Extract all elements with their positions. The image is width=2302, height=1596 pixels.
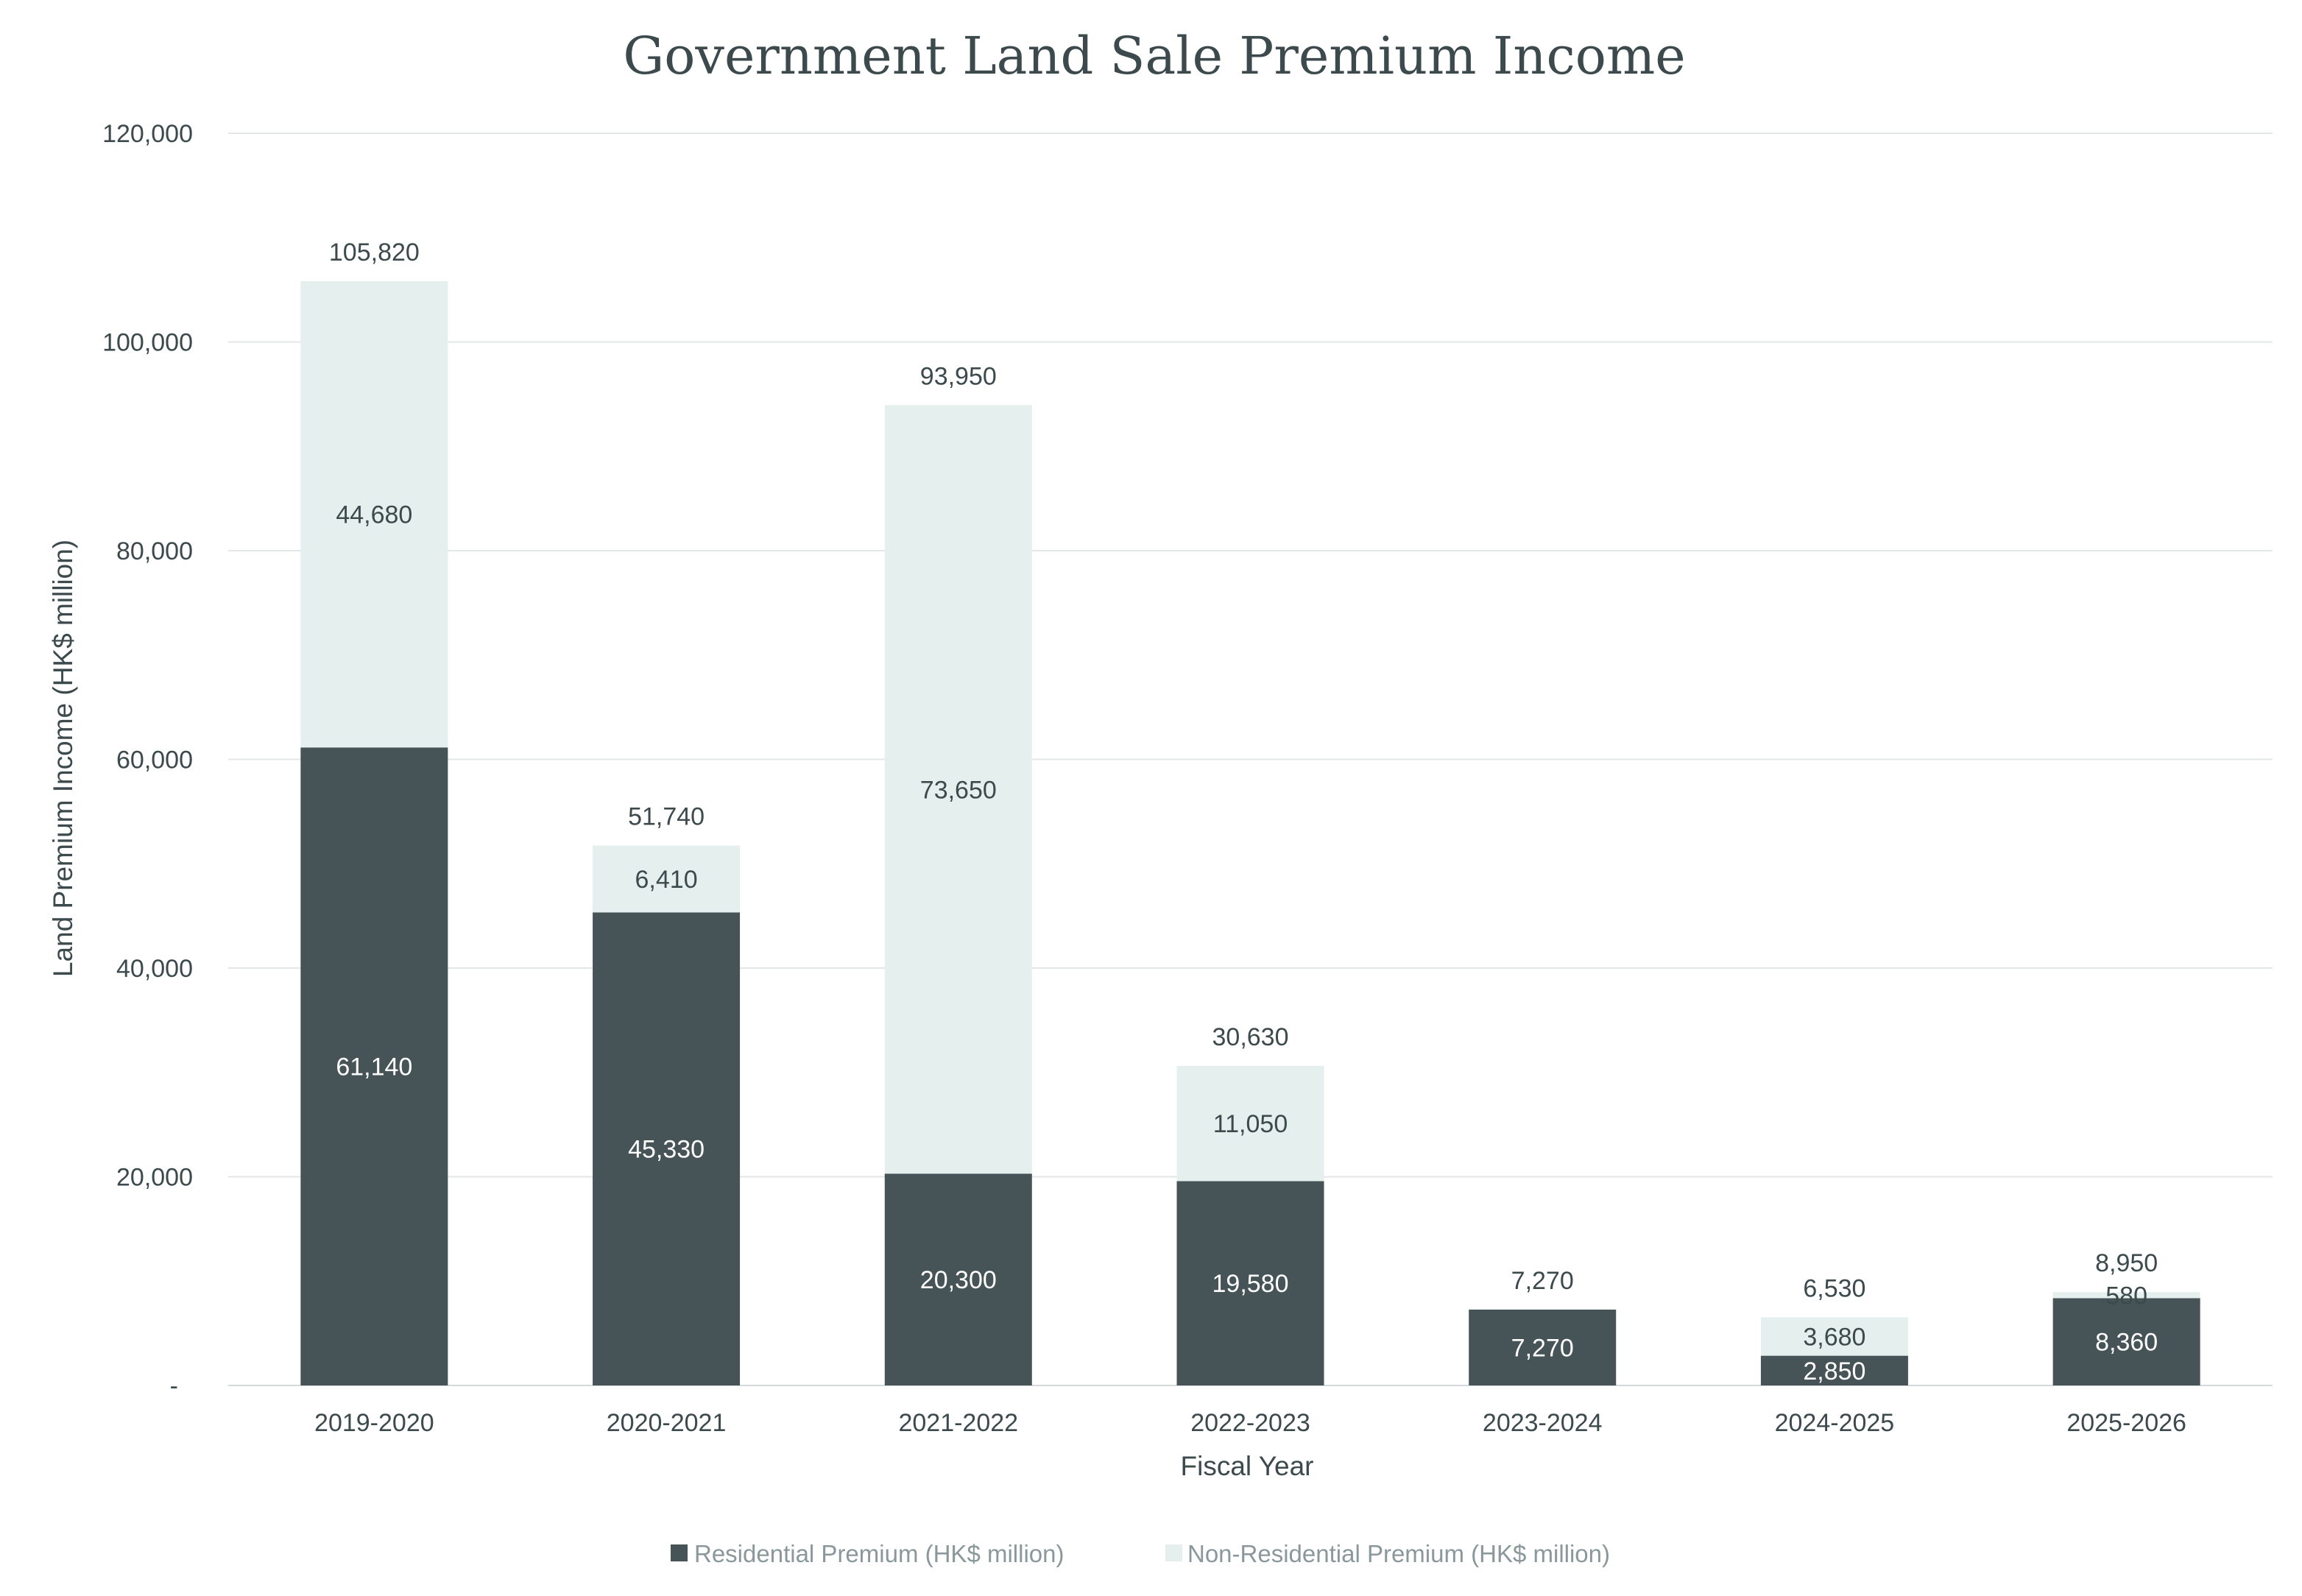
data-label-residential: 20,300 bbox=[920, 1266, 997, 1294]
bars bbox=[300, 281, 2200, 1385]
chart-title: Government Land Sale Premium Income bbox=[623, 26, 1685, 86]
bar-non-residential bbox=[593, 845, 741, 913]
data-label-residential: 61,140 bbox=[336, 1053, 412, 1081]
y-axis-title: Land Premium Income (HK$ million) bbox=[48, 540, 78, 977]
y-tick-label: 60,000 bbox=[116, 746, 193, 774]
data-label-total: 7,270 bbox=[1511, 1267, 1574, 1295]
bar-non-residential bbox=[2052, 1292, 2200, 1299]
x-tick-label: 2022-2023 bbox=[1190, 1409, 1310, 1437]
x-axis-ticks: 2019-2020 2020-2021 2021-2022 2022-2023 2023… bbox=[314, 1409, 2186, 1437]
y-tick-label: 80,000 bbox=[116, 537, 193, 565]
y-tick-label: 100,000 bbox=[102, 329, 193, 357]
bar-non-residential bbox=[1760, 1317, 1908, 1356]
data-label-total: 8,950 bbox=[2095, 1249, 2158, 1277]
data-label-non-residential: 3,680 bbox=[1803, 1324, 1865, 1352]
legend-swatch-non-residential bbox=[1165, 1544, 1182, 1561]
data-label-residential: 8,360 bbox=[2095, 1329, 2158, 1357]
legend-swatch-residential bbox=[671, 1544, 688, 1561]
x-axis-title: Fiscal Year bbox=[1181, 1451, 1314, 1481]
data-label-total: 93,950 bbox=[920, 362, 997, 390]
data-label-non-residential: 73,650 bbox=[920, 776, 997, 804]
bar-residential bbox=[1176, 1181, 1324, 1385]
bar-non-residential bbox=[884, 405, 1032, 1174]
data-label-total: 30,630 bbox=[1212, 1023, 1289, 1051]
data-label-total: 105,820 bbox=[329, 239, 420, 266]
x-tick-label: 2023-2024 bbox=[1483, 1409, 1603, 1437]
x-tick-label: 2024-2025 bbox=[1775, 1409, 1895, 1437]
x-tick-label: 2020-2021 bbox=[607, 1409, 727, 1437]
y-tick-label: - bbox=[170, 1372, 178, 1400]
data-labels: 61,140 44,680 105,820 45,330 6,410 51,740 20,3… bbox=[329, 239, 2158, 1385]
legend: Residential Premium (HK$ million) Non-Re… bbox=[671, 1540, 1610, 1567]
data-label-residential: 2,850 bbox=[1803, 1357, 1865, 1385]
data-label-non-residential: 11,050 bbox=[1213, 1110, 1288, 1138]
data-label-non-residential: 580 bbox=[2105, 1282, 2147, 1310]
x-tick-label: 2019-2020 bbox=[314, 1409, 434, 1437]
y-axis-ticks: - 20,000 40,000 60,000 80,000 100,000 120,000 bbox=[102, 120, 193, 1400]
legend-label-non-residential: Non-Residential Premium (HK$ million) bbox=[1187, 1540, 1610, 1567]
x-tick-label: 2021-2022 bbox=[898, 1409, 1018, 1437]
data-label-total: 51,740 bbox=[628, 803, 705, 831]
gridlines bbox=[228, 133, 2273, 1386]
data-label-non-residential: 44,680 bbox=[336, 501, 412, 529]
y-tick-label: 120,000 bbox=[102, 120, 193, 148]
bar-residential bbox=[1760, 1355, 1908, 1385]
y-tick-label: 20,000 bbox=[116, 1164, 193, 1192]
bar-non-residential bbox=[1176, 1065, 1324, 1182]
bar-residential bbox=[1469, 1309, 1617, 1385]
legend-label-residential: Residential Premium (HK$ million) bbox=[694, 1540, 1064, 1567]
y-tick-label: 40,000 bbox=[116, 955, 193, 983]
data-label-residential: 19,580 bbox=[1212, 1270, 1289, 1298]
data-label-total: 6,530 bbox=[1803, 1274, 1865, 1302]
bar-residential bbox=[300, 747, 448, 1385]
bar-residential bbox=[884, 1173, 1032, 1385]
data-label-residential: 45,330 bbox=[628, 1136, 705, 1164]
bar-non-residential bbox=[300, 281, 448, 748]
x-tick-label: 2025-2026 bbox=[2066, 1409, 2186, 1437]
bar-residential bbox=[593, 912, 741, 1385]
data-label-residential: 7,270 bbox=[1511, 1334, 1574, 1362]
data-label-non-residential: 6,410 bbox=[635, 866, 698, 894]
bar-residential bbox=[2052, 1298, 2200, 1385]
